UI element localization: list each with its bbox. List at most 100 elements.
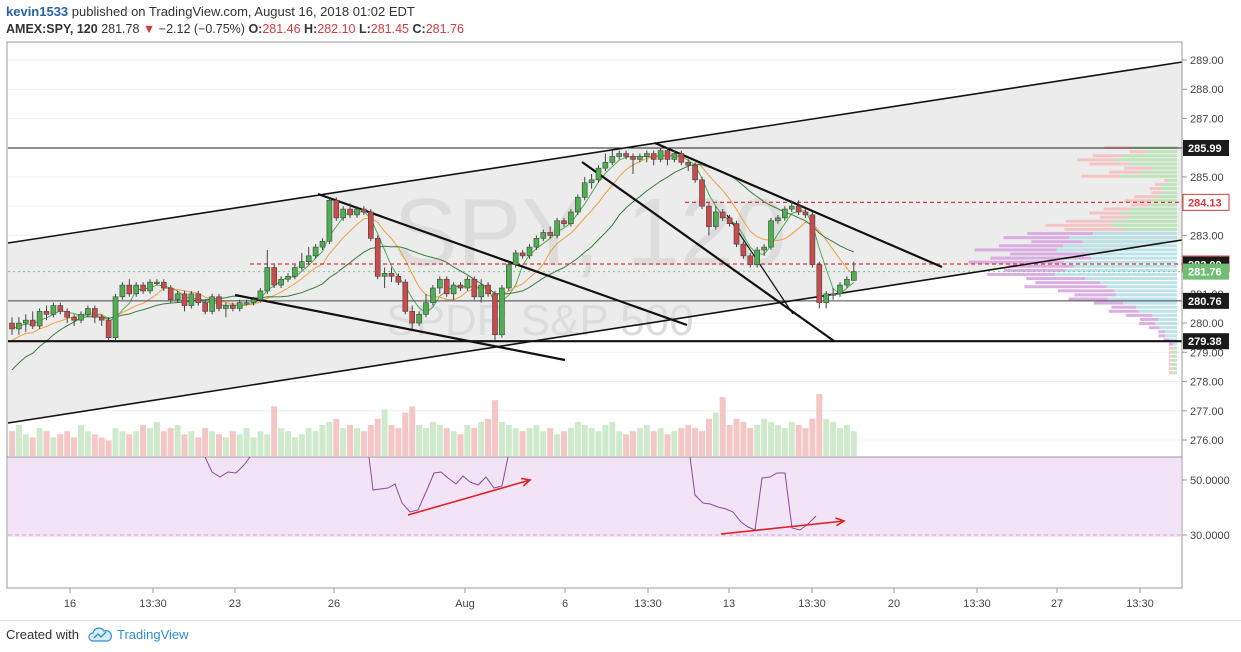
candle-body [740, 243, 747, 257]
publish-line: kevin1533 published on TradingView.com, … [6, 4, 415, 19]
candle-body [195, 293, 202, 303]
published-text: published on TradingView.com, August 16,… [71, 4, 415, 19]
time-tick-label: 26 [328, 598, 340, 610]
tradingview-brand-link[interactable]: TradingView [117, 627, 189, 642]
candle-body [312, 246, 319, 257]
candle-body [271, 267, 278, 286]
rsi-tick-label: 50.0000 [1190, 475, 1230, 487]
price-label-box [1182, 193, 1230, 211]
wedge-upper-line[interactable] [317, 192, 688, 327]
author-link[interactable]: kevin1533 [6, 4, 69, 19]
volume-bar [174, 425, 181, 456]
profile-bar-down [1130, 203, 1151, 207]
candle-body [416, 314, 422, 324]
wedge-lower-line[interactable] [234, 293, 566, 362]
profile-bar-down [1035, 281, 1101, 285]
volume-bar [457, 434, 464, 456]
volume-bar [650, 431, 657, 456]
candle-body [699, 179, 705, 207]
volume-bar [402, 412, 409, 456]
price-chart[interactable]: SPY, 120 SPDR S&P 500 289.00 288.00 287.00… [0, 40, 1241, 620]
volume-bar [830, 421, 837, 456]
volume-bar [140, 425, 147, 456]
tradingview-cloud-icon[interactable] [88, 627, 112, 643]
candle-body [347, 208, 353, 216]
candle-body [319, 240, 326, 248]
volume-bar [257, 431, 264, 456]
profile-bar-down [1109, 170, 1142, 174]
profile-bar-up [1152, 166, 1177, 170]
profile-bar-up [1115, 158, 1177, 162]
candle-body [823, 293, 830, 303]
time-axis[interactable]: 16 13:30 23 26 Aug 6 13:30 13 13:30 20 13:30 27 13:3… [7, 587, 1182, 610]
candle-body [367, 211, 374, 239]
trend-lines[interactable] [7, 61, 1183, 424]
candle-body [361, 208, 367, 213]
candle-body [278, 278, 284, 286]
profile-bar-up [1172, 342, 1177, 346]
candle-body [485, 284, 491, 295]
candle-body [430, 287, 436, 303]
profile-bar-up [1162, 191, 1177, 195]
candle-body [50, 305, 57, 315]
volume-bar [712, 412, 719, 456]
candle-body [436, 278, 443, 289]
profile-bar-down [1003, 236, 1070, 240]
volume-bar [588, 428, 595, 456]
divergence-arrows [407, 477, 846, 535]
profile-bar-down [1169, 371, 1173, 375]
volume-bar [519, 431, 526, 456]
price-label: 281.76 [1188, 267, 1222, 279]
profile-bar-down [1108, 309, 1139, 313]
volume-bar [374, 418, 381, 456]
time-tick-label: 16 [64, 598, 76, 610]
candle-body [374, 238, 381, 277]
profile-bar-up [1122, 227, 1177, 231]
volume-bar [602, 425, 609, 456]
profile-bar-up [1152, 313, 1177, 317]
price-tick-label: 287.00 [1190, 113, 1224, 125]
candle-body [264, 267, 271, 292]
profile-bar-up [1171, 362, 1177, 366]
volume-bar [616, 431, 623, 456]
profile-bar-down [1139, 317, 1159, 321]
falling-line-lower[interactable] [581, 161, 835, 342]
candle-body [326, 200, 333, 242]
volume-bar [705, 418, 712, 456]
channel-upper-line[interactable] [7, 61, 1183, 244]
profile-bar-up [1122, 154, 1177, 158]
last-price: 281.78 [101, 22, 140, 36]
profile-bar-up [1129, 162, 1177, 166]
profile-bar-up [1119, 211, 1177, 215]
volume-bar [512, 428, 519, 456]
profile-bar-up [1156, 195, 1177, 199]
candle-body [112, 296, 119, 338]
candle-body [623, 153, 629, 157]
divergence-arrow-left [407, 479, 531, 516]
volume-bar [754, 425, 761, 456]
low-label: L: [358, 22, 371, 36]
candles [9, 147, 857, 341]
volume-bar [381, 409, 388, 456]
watermark-name: SPDR S&P 500 [386, 296, 693, 345]
candle-body [568, 211, 574, 224]
price-label-box [1183, 139, 1229, 156]
volume-bar [678, 428, 685, 456]
candle-body [747, 255, 754, 265]
profile-bar-up [1123, 301, 1177, 305]
divergence-arrow-left-head [520, 477, 532, 487]
price-axis[interactable]: 289.00288.00287.00286.00285.00284.00283.… [1181, 42, 1224, 588]
channel-lower-line[interactable] [7, 239, 1183, 424]
profile-bar-down [1008, 264, 1075, 268]
high-value: 282.10 [317, 22, 356, 36]
volume-bar [609, 421, 616, 456]
price-tick-label: 283.00 [1190, 230, 1224, 242]
candle-body [547, 232, 554, 236]
profile-bar-up [1114, 289, 1177, 293]
profile-bar-up [1128, 215, 1177, 219]
volume-bar [119, 431, 126, 456]
profile-bar-up [1168, 178, 1177, 182]
candle-body [285, 276, 291, 280]
profile-bar-down [1169, 367, 1173, 371]
volume-bar [312, 431, 319, 456]
